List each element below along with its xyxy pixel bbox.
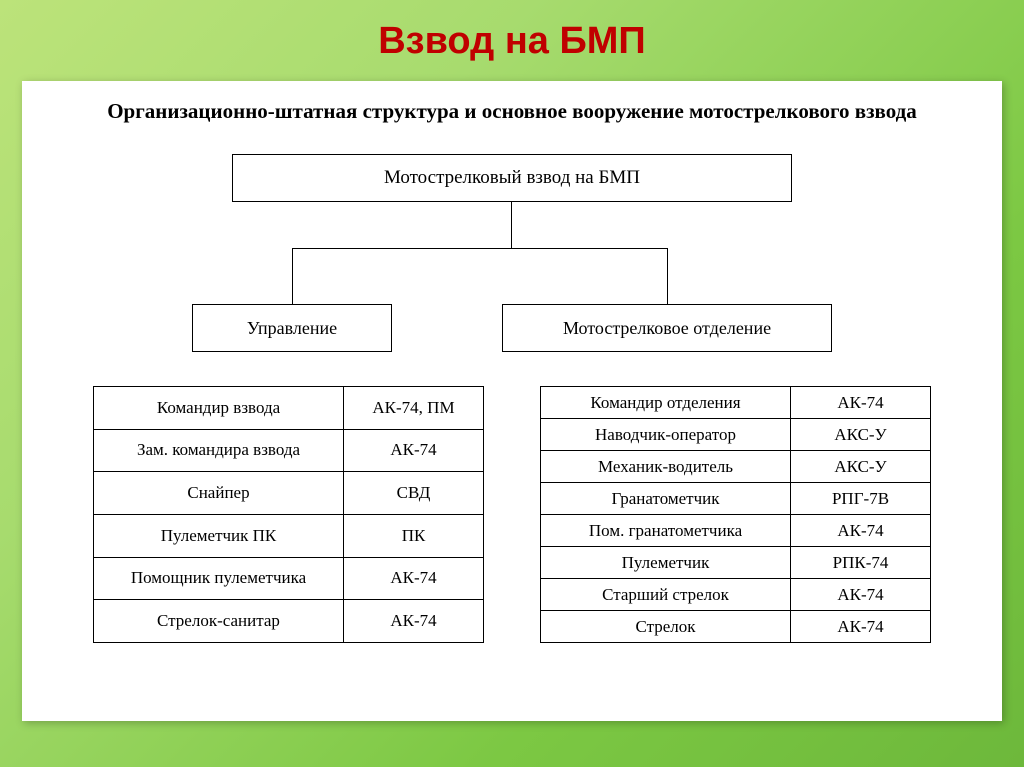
node-root: Мотострелковый взвод на БМП: [232, 154, 792, 202]
role-cell: Стрелок: [541, 611, 791, 643]
table-row: Зам. командира взводаАК-74: [94, 429, 484, 472]
role-cell: Механик-водитель: [541, 451, 791, 483]
weapon-cell: АК-74: [344, 557, 484, 600]
role-cell: Командир взвода: [94, 387, 344, 430]
weapon-cell: АКС-У: [791, 451, 931, 483]
table-row: Старший стрелокАК-74: [541, 579, 931, 611]
weapon-cell: СВД: [344, 472, 484, 515]
role-cell: Гранатометчик: [541, 483, 791, 515]
connector: [292, 248, 667, 249]
table-right: Командир отделенияАК-74Наводчик-оператор…: [540, 386, 931, 643]
table-row: Механик-водительАКС-У: [541, 451, 931, 483]
role-cell: Наводчик-оператор: [541, 419, 791, 451]
table-row: Командир отделенияАК-74: [541, 387, 931, 419]
connector: [667, 248, 668, 304]
role-cell: Командир отделения: [541, 387, 791, 419]
weapon-cell: АК-74: [791, 515, 931, 547]
table-row: СнайперСВД: [94, 472, 484, 515]
diagram-panel: Организационно-штатная структура и основ…: [22, 81, 1002, 721]
role-cell: Помощник пулеметчика: [94, 557, 344, 600]
weapon-cell: РПГ-7В: [791, 483, 931, 515]
role-cell: Пом. гранатометчика: [541, 515, 791, 547]
org-chart: Мотострелковый взвод на БМП Управление М…: [102, 154, 922, 364]
weapon-cell: АК-74: [344, 429, 484, 472]
node-right: Мотострелковое отделение: [502, 304, 832, 352]
weapon-cell: АК-74: [344, 600, 484, 643]
role-cell: Пулеметчик ПК: [94, 514, 344, 557]
role-cell: Пулеметчик: [541, 547, 791, 579]
weapon-cell: РПК-74: [791, 547, 931, 579]
table-row: Наводчик-операторАКС-У: [541, 419, 931, 451]
weapon-cell: АК-74, ПМ: [344, 387, 484, 430]
subtitle: Организационно-штатная структура и основ…: [52, 99, 972, 124]
table-row: ГранатометчикРПГ-7В: [541, 483, 931, 515]
weapon-cell: АК-74: [791, 387, 931, 419]
role-cell: Стрелок-санитар: [94, 600, 344, 643]
role-cell: Снайпер: [94, 472, 344, 515]
connector: [292, 248, 293, 304]
table-row: Пом. гранатометчикаАК-74: [541, 515, 931, 547]
weapon-cell: АК-74: [791, 611, 931, 643]
connector: [511, 202, 512, 248]
table-row: Пулеметчик ПКПК: [94, 514, 484, 557]
role-cell: Старший стрелок: [541, 579, 791, 611]
node-left: Управление: [192, 304, 392, 352]
table-row: Стрелок-санитарАК-74: [94, 600, 484, 643]
weapon-cell: АК-74: [791, 579, 931, 611]
table-row: Помощник пулеметчикаАК-74: [94, 557, 484, 600]
page-title: Взвод на БМП: [18, 20, 1006, 63]
tables-row: Командир взводаАК-74, ПМЗам. командира в…: [52, 386, 972, 643]
weapon-cell: АКС-У: [791, 419, 931, 451]
table-row: ПулеметчикРПК-74: [541, 547, 931, 579]
weapon-cell: ПК: [344, 514, 484, 557]
table-left: Командир взводаАК-74, ПМЗам. командира в…: [93, 386, 484, 643]
table-row: Командир взводаАК-74, ПМ: [94, 387, 484, 430]
role-cell: Зам. командира взвода: [94, 429, 344, 472]
table-row: СтрелокАК-74: [541, 611, 931, 643]
